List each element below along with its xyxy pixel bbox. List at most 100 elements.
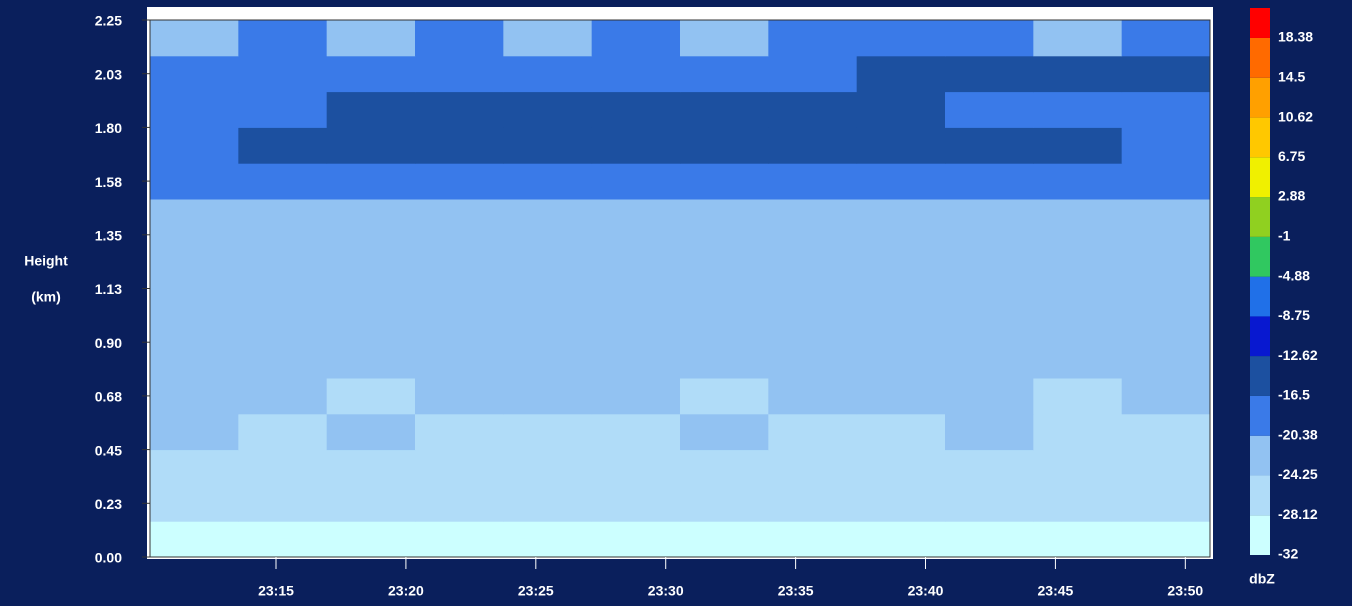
heatmap-cell [1121, 521, 1211, 558]
heatmap-cell [591, 342, 681, 379]
colorbar-tick-label: 14.5 [1278, 68, 1305, 84]
heatmap-cell [238, 485, 328, 522]
heatmap-cell [238, 91, 328, 128]
heatmap-cell [503, 270, 593, 307]
heatmap-cell [768, 234, 858, 272]
colorbar-swatch [1250, 236, 1270, 277]
heatmap-cell [503, 199, 593, 236]
colorbar-tick-label: -8.75 [1278, 307, 1310, 323]
heatmap-cell [415, 270, 504, 307]
colorbar-swatch [1250, 515, 1270, 555]
heatmap-cell [1121, 270, 1211, 307]
heatmap-cell [326, 91, 416, 128]
heatmap-cell [768, 342, 858, 379]
heatmap-cell [1121, 55, 1211, 93]
heatmap-cell [1121, 199, 1211, 236]
heatmap-cell [503, 521, 593, 558]
heatmap-cell [945, 521, 1034, 558]
heatmap-cell [1121, 163, 1211, 200]
heatmap-cell [503, 91, 593, 128]
y-tick-label: 0.45 [95, 442, 122, 458]
heatmap-cell [1033, 127, 1123, 164]
heatmap-cell [768, 127, 858, 164]
heatmap-cell [1033, 199, 1123, 236]
heatmap-cell [945, 91, 1034, 128]
heatmap-cell [1121, 342, 1211, 379]
heatmap-cell [503, 306, 593, 343]
heatmap-cell [591, 163, 681, 200]
heatmap-cell [415, 413, 504, 451]
x-tick-label: 23:25 [518, 583, 554, 599]
heatmap-cell [150, 127, 239, 164]
heatmap-cell [326, 199, 416, 236]
heatmap-cell [680, 449, 769, 486]
heatmap-cell [768, 199, 858, 236]
heatmap-cell [945, 163, 1034, 200]
heatmap-cell [945, 378, 1034, 415]
heatmap-cell [591, 378, 681, 415]
heatmap-cell [945, 342, 1034, 379]
heatmap-cell [238, 521, 328, 558]
y-tick-label: 0.90 [95, 335, 122, 351]
heatmap-cell [1033, 449, 1123, 486]
heatmap-cell [680, 55, 769, 93]
heatmap-cell [326, 521, 416, 558]
heatmap-cell [415, 234, 504, 272]
y-tick-label: 1.13 [95, 281, 122, 297]
x-tick-label: 23:35 [778, 583, 814, 599]
heatmap-cell [680, 306, 769, 343]
x-tick-label: 23:20 [388, 583, 424, 599]
heatmap-cell [503, 449, 593, 486]
heatmap-cell [1033, 521, 1123, 558]
y-tick-label: 0.68 [95, 389, 122, 405]
colorbar-swatch [1250, 117, 1270, 158]
heatmap-cell [856, 55, 946, 93]
heatmap-cell [326, 270, 416, 307]
heatmap-cell [680, 413, 769, 451]
heatmap-cell [238, 270, 328, 307]
heatmap-cell [591, 449, 681, 486]
colorbar-swatch [1250, 77, 1270, 118]
heatmap-cell [238, 378, 328, 415]
heatmap-cell [856, 270, 946, 307]
heatmap-cell [591, 199, 681, 236]
heatmap-cell [238, 234, 328, 272]
heatmap-cell [856, 20, 946, 57]
heatmap-cell [768, 306, 858, 343]
heatmap-cell [326, 449, 416, 486]
heatmap-cell [591, 413, 681, 451]
colorbar-tick-label: -24.25 [1278, 466, 1318, 482]
heatmap-cell [326, 485, 416, 522]
colorbar-swatch [1250, 8, 1270, 38]
heatmap-cell [591, 55, 681, 93]
heatmap-cell [680, 127, 769, 164]
colorbar-swatch [1250, 435, 1270, 476]
colorbar-swatch [1250, 37, 1270, 78]
y-tick-label: 1.58 [95, 174, 122, 190]
heatmap-cell [1033, 20, 1123, 57]
heatmap-cell [680, 342, 769, 379]
heatmap-cell [680, 91, 769, 128]
heatmap-cell [150, 306, 239, 343]
heatmap-cell [503, 485, 593, 522]
heatmap-cell [238, 306, 328, 343]
heatmap-cell [591, 20, 681, 57]
heatmap-cell [238, 449, 328, 486]
colorbar-swatch [1250, 316, 1270, 357]
heatmap-cell [326, 127, 416, 164]
heatmap-cell [503, 413, 593, 451]
heatmap-cell [1033, 485, 1123, 522]
heatmap-cell [150, 55, 239, 93]
heatmap-cell [503, 163, 593, 200]
heatmap-cell [503, 20, 593, 57]
heatmap-cell [768, 449, 858, 486]
heatmap-cell [1121, 234, 1211, 272]
colorbar-swatch [1250, 356, 1270, 396]
x-tick-label: 23:45 [1038, 583, 1074, 599]
x-tick-label: 23:15 [258, 583, 294, 599]
heatmap-cell [591, 521, 681, 558]
heatmap-cell [768, 55, 858, 93]
heatmap-cell [680, 234, 769, 272]
heatmap-cell [591, 306, 681, 343]
